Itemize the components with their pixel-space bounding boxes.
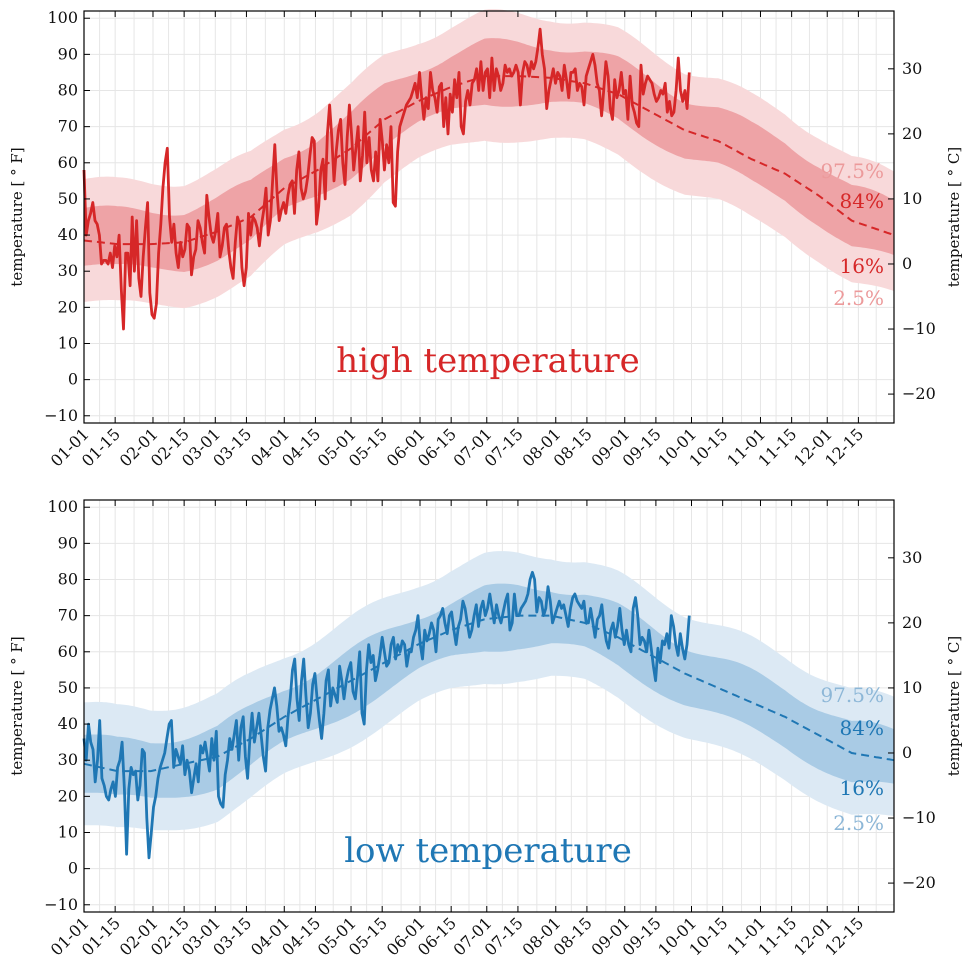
low-median-line [83, 614, 895, 773]
low-observed-line [82, 570, 691, 860]
high-ylabel-f-60: 60 [58, 153, 78, 172]
high-band-2.5-97.5 [84, 9, 894, 309]
low-ylabel-c--10: −10 [902, 808, 936, 827]
high-label-16: 16% [840, 254, 884, 278]
high-ylabel-f-30: 30 [58, 261, 78, 280]
high-ylabel-f-20: 20 [58, 297, 78, 316]
low-band-2.5-97.5 [84, 551, 894, 831]
low-ylabel-f-20: 20 [58, 786, 78, 805]
high-ylabel-c--20: −20 [902, 384, 936, 403]
high-ylabel-c-10: 10 [902, 189, 922, 208]
high-ylabel-c-30: 30 [902, 59, 922, 78]
low-label-2.5: 2.5% [833, 811, 884, 835]
high-panel-title: high temperature [336, 341, 640, 381]
high-ylabel-c--10: −10 [902, 319, 936, 338]
low-ylabel-f-40: 40 [58, 714, 78, 733]
high-ylabel-f--10: −10 [44, 406, 78, 425]
low-ylabel-f--10: −10 [44, 895, 78, 914]
high-ylabel-f-70: 70 [58, 117, 78, 136]
high-ylabel-f-100: 100 [47, 8, 78, 27]
low-ylabel-f-0: 0 [68, 859, 78, 878]
high-label-97.5: 97.5% [820, 159, 884, 183]
high-ylabel-f-0: 0 [68, 370, 78, 389]
low-ylabel-c-10: 10 [902, 678, 922, 697]
low-label-84: 84% [840, 716, 884, 740]
low-panel-title: low temperature [344, 831, 632, 871]
high-ylabel-c-20: 20 [902, 124, 922, 143]
low-ylabel-f-50: 50 [58, 678, 78, 697]
low-temperature-panel: −100102030405060708090100−20−10010203001… [8, 497, 963, 959]
high-label-2.5: 2.5% [833, 286, 884, 310]
high-ylabel-f-10: 10 [58, 333, 78, 352]
low-ylabel-f-70: 70 [58, 606, 78, 625]
high-ylabel-f-40: 40 [58, 225, 78, 244]
high-ylabel-left: temperature [ ° F] [8, 147, 26, 286]
low-ylabel-c-0: 0 [902, 743, 912, 762]
low-plot-frame [83, 499, 895, 913]
high-ylabel-c-0: 0 [902, 254, 912, 273]
high-temperature-panel: −100102030405060708090100−20−10010203001… [8, 8, 963, 470]
low-ylabel-c-20: 20 [902, 613, 922, 632]
high-ylabel-f-90: 90 [58, 44, 78, 63]
low-ylabel-f-10: 10 [58, 822, 78, 841]
low-ylabel-right: temperature [ ° C] [945, 636, 963, 776]
high-observed-line [82, 27, 691, 331]
low-ylabel-f-80: 80 [58, 570, 78, 589]
high-ylabel-f-50: 50 [58, 189, 78, 208]
low-ylabel-c--20: −20 [902, 873, 936, 892]
high-ylabel-f-80: 80 [58, 81, 78, 100]
high-plot-frame [83, 10, 895, 424]
low-ylabel-c-30: 30 [902, 548, 922, 567]
low-band-16-84 [84, 583, 894, 798]
low-ylabel-f-90: 90 [58, 533, 78, 552]
low-ylabel-f-30: 30 [58, 750, 78, 769]
low-ylabel-left: temperature [ ° F] [8, 636, 26, 775]
high-label-84: 84% [840, 189, 884, 213]
low-ylabel-f-60: 60 [58, 642, 78, 661]
high-ylabel-right: temperature [ ° C] [945, 147, 963, 287]
low-label-16: 16% [840, 776, 884, 800]
low-label-97.5: 97.5% [820, 683, 884, 707]
low-ylabel-f-100: 100 [47, 497, 78, 516]
